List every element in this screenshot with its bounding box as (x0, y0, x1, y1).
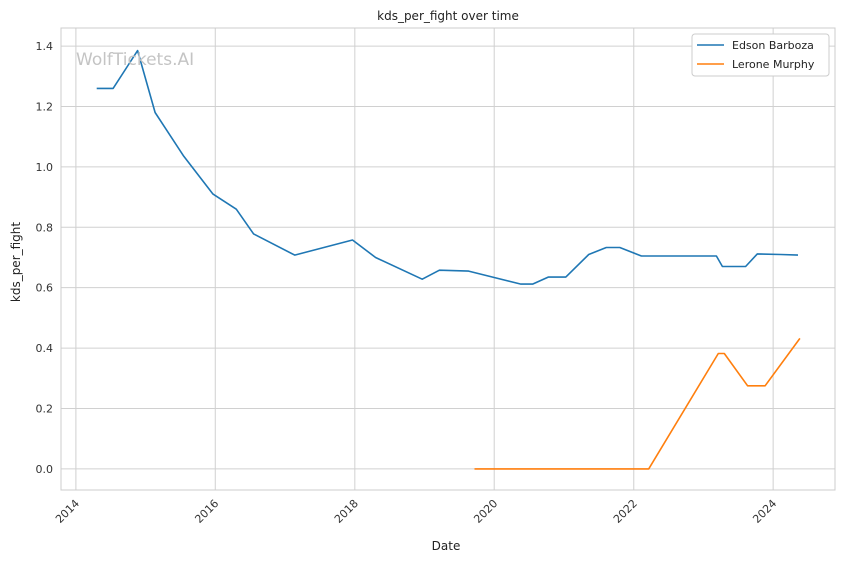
y-tick-labels: 0.0 0.2 0.4 0.6 0.8 1.0 1.2 1.4 (36, 40, 54, 476)
watermark: WolfTickets.AI (76, 50, 194, 70)
y-tick-label-2: 0.4 (36, 342, 54, 355)
y-tick-label-0: 0.0 (36, 463, 54, 476)
legend-label-edson-barboza: Edson Barboza (732, 39, 814, 52)
series-line-0 (96, 49, 799, 285)
x-tick-labels: 2014 2016 2018 2020 2022 2024 (53, 497, 779, 526)
series-layer (96, 49, 801, 470)
y-tick-label-5: 1.0 (36, 161, 54, 174)
plot-background (61, 28, 835, 490)
y-tick-label-1: 0.2 (36, 402, 54, 415)
x-axis-label: Date (432, 539, 461, 553)
y-tick-label-6: 1.2 (36, 101, 54, 114)
x-tick-label-5: 2024 (750, 497, 779, 526)
plot-frame (60, 27, 836, 491)
legend: Edson Barboza Lerone Murphy (691, 33, 830, 77)
legend-box (691, 33, 830, 77)
y-tick-label-4: 0.8 (36, 221, 54, 234)
x-tick-label-2: 2018 (332, 497, 361, 526)
x-tick-label-0: 2014 (53, 497, 82, 526)
series-line-1 (474, 337, 801, 470)
legend-label-lerone-murphy: Lerone Murphy (732, 58, 815, 71)
x-tick-label-3: 2020 (471, 497, 500, 526)
x-tick-label-4: 2022 (611, 497, 640, 526)
y-axis-label: kds_per_fight (9, 222, 23, 303)
y-tick-label-7: 1.4 (36, 40, 54, 53)
y-tick-label-3: 0.6 (36, 282, 54, 295)
chart-title: kds_per_fight over time (377, 9, 519, 23)
grid-layer (61, 28, 835, 490)
x-tick-label-1: 2016 (192, 497, 221, 526)
